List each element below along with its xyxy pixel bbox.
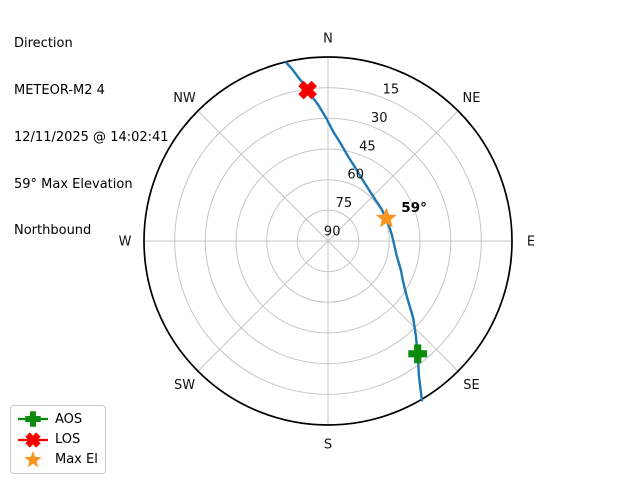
- compass-label-nw: NW: [173, 91, 196, 106]
- elevation-tick-label-15: 15: [383, 83, 400, 98]
- compass-label-se: SE: [463, 378, 479, 393]
- compass-label-e: E: [527, 235, 535, 250]
- elevation-tick-label-75: 75: [336, 196, 353, 211]
- compass-label-n: N: [323, 32, 333, 47]
- legend-label-los: LOS: [55, 432, 81, 448]
- horizon-circle: [143, 56, 513, 426]
- azimuth-spoke-se: [327, 240, 459, 372]
- pass-heading-label: Northbound: [14, 223, 92, 239]
- legend-label-aos: AOS: [55, 411, 83, 427]
- chart-legend: AOS LOS Max El: [10, 405, 106, 475]
- legend-item-los: LOS: [16, 429, 100, 449]
- azimuth-spoke-sw: [197, 240, 329, 372]
- satellite-name: METEOR-M2 4: [14, 82, 105, 98]
- legend-item-max-el: Max El: [16, 450, 100, 470]
- max-el-marker: [375, 207, 397, 228]
- elevation-tick-label-60: 60: [347, 168, 364, 183]
- max-el-star-icon: [24, 450, 42, 468]
- pass-datetime: 12/11/2025 @ 14:02:41: [14, 129, 169, 145]
- aos-marker: [408, 344, 428, 364]
- azimuth-spoke-nw: [197, 110, 329, 242]
- compass-label-s: S: [324, 438, 332, 453]
- max-elevation-annotation: 59°: [401, 200, 427, 216]
- compass-label-ne: NE: [463, 91, 481, 106]
- elevation-tick-label-30: 30: [371, 111, 388, 126]
- legend-label-max-el: Max El: [55, 452, 98, 468]
- pass-type-label: Direction: [14, 36, 73, 52]
- elevation-tick-label-90: 90: [324, 224, 341, 239]
- pass-info-block: Direction METEOR-M2 4 12/11/2025 @ 14:02…: [14, 5, 169, 270]
- compass-label-w: W: [119, 235, 132, 250]
- aos-plus-icon: [18, 411, 48, 427]
- los-x-icon: [18, 431, 48, 448]
- elevation-tick-label-45: 45: [359, 139, 376, 154]
- los-marker: [298, 80, 317, 100]
- pass-track-line: [284, 61, 424, 402]
- compass-label-sw: SW: [174, 378, 195, 393]
- max-elevation-label: 59° Max Elevation: [14, 176, 133, 192]
- azimuth-spoke-ne: [327, 110, 459, 242]
- legend-item-aos: AOS: [16, 409, 100, 429]
